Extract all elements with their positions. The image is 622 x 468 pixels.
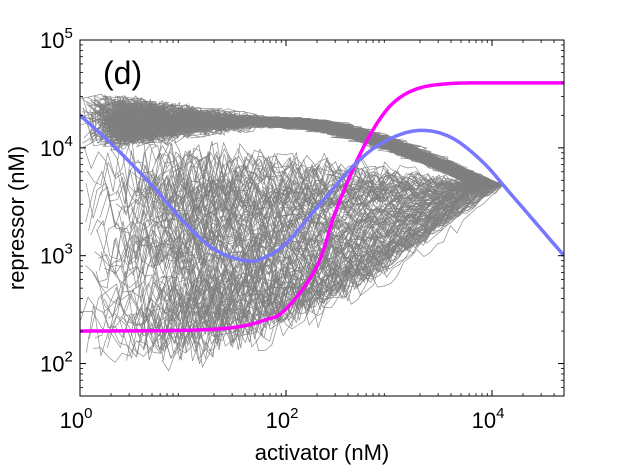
- trajectory-line: [111, 107, 496, 266]
- y-tick-label: 105: [40, 25, 73, 53]
- series-group: [80, 81, 564, 333]
- y-tick-label: 103: [40, 241, 73, 269]
- y-tick-exp: 4: [64, 133, 72, 150]
- trajectory-line: [103, 98, 471, 259]
- trajectory-line: [81, 103, 491, 244]
- trajectory-group: [80, 93, 504, 372]
- x-tick-exp: 0: [84, 405, 92, 422]
- trajectory-line: [110, 99, 474, 194]
- plot-frame: [79, 39, 565, 397]
- y-axis-label: repressor (nM): [4, 146, 29, 290]
- y-tick-exp: 3: [64, 241, 72, 258]
- blue-nullcline-line: [80, 114, 564, 264]
- y-tick-base: 10: [40, 136, 64, 161]
- y-tick-base: 10: [40, 28, 64, 53]
- y-tick-label: 104: [40, 133, 73, 161]
- x-tick-label: 102: [266, 405, 299, 433]
- x-tick-label: 100: [60, 405, 93, 433]
- trajectory-line: [104, 104, 502, 218]
- y-tick-base: 10: [40, 244, 64, 269]
- trajectory-line: [114, 98, 497, 340]
- y-tick-base: 10: [40, 352, 64, 377]
- x-tick-base: 10: [266, 408, 290, 433]
- magenta-nullcline-line: [80, 81, 564, 333]
- y-tick-label: 102: [40, 349, 73, 377]
- x-axis-label: activator (nM): [255, 440, 389, 465]
- x-tick-exp: 4: [496, 405, 504, 422]
- x-tick-exp: 2: [290, 405, 298, 422]
- y-tick-exp: 5: [64, 25, 72, 42]
- x-tick-base: 10: [60, 408, 84, 433]
- trajectory-line: [85, 103, 478, 306]
- plot-background: [80, 40, 564, 396]
- x-tick-base: 10: [472, 408, 496, 433]
- panel-label: (d): [103, 55, 142, 91]
- x-tick-label: 104: [472, 405, 505, 433]
- y-tick-exp: 2: [64, 349, 72, 366]
- trajectory-line: [94, 102, 482, 275]
- trajectory-line: [90, 99, 481, 298]
